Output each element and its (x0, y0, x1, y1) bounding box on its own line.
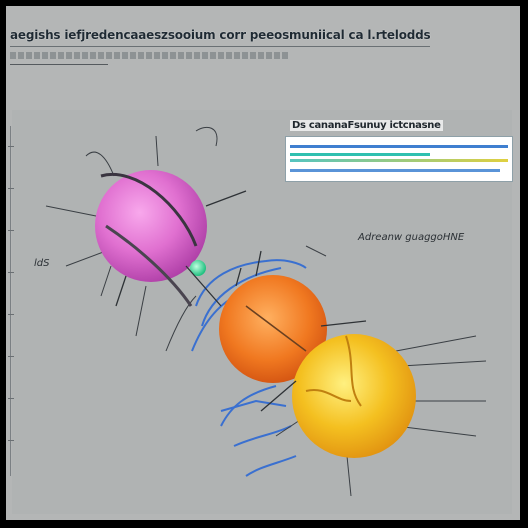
y-axis (10, 126, 11, 476)
blue-bond-structure (191, 259, 307, 477)
y-tick (8, 440, 14, 441)
legend-line-3 (290, 159, 508, 162)
header-rule-short (10, 64, 108, 65)
y-tick (8, 146, 14, 147)
legend-title: Ds cananaFsunuy ictcnasne (290, 120, 443, 131)
y-tick (8, 314, 14, 315)
header-rule (10, 46, 430, 47)
y-tick (8, 188, 14, 189)
header-subtitle-marks (10, 52, 290, 59)
pink-sphere (95, 170, 207, 307)
legend-line-1 (290, 145, 508, 148)
annotation-right: Adreanw guaggoHNE (358, 232, 465, 243)
y-tick (8, 356, 14, 357)
legend-line-2 (290, 153, 430, 156)
green-atom (190, 260, 206, 276)
page-title: aegishs iefjredencaaeszsooium corr peeos… (10, 28, 431, 42)
orange-sphere (219, 275, 327, 383)
legend-box (285, 136, 513, 182)
canvas-frame: aegishs iefjredencaaeszsooium corr peeos… (6, 6, 520, 520)
y-tick (8, 230, 14, 231)
spike-lines (115, 190, 367, 412)
molecule-illustration (45, 126, 487, 497)
y-tick (8, 272, 14, 273)
yellow-sphere (292, 334, 416, 458)
y-tick (8, 398, 14, 399)
annotation-left: ldS (34, 258, 50, 269)
legend-line-4 (290, 169, 500, 172)
